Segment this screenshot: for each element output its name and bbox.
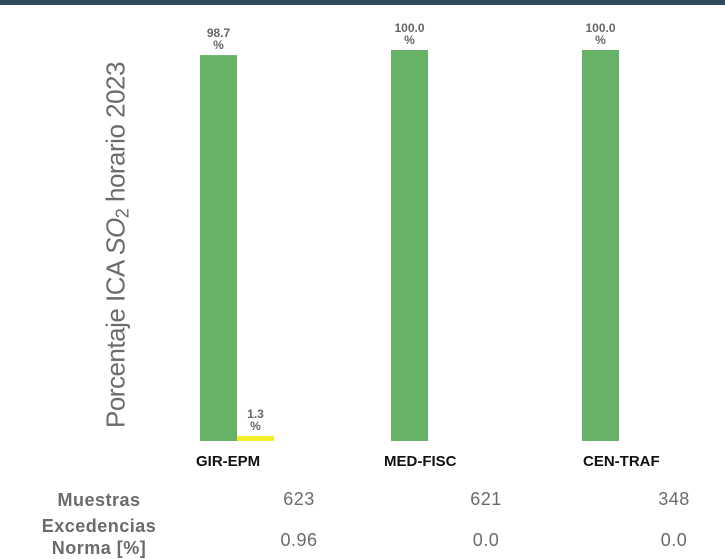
y-axis-label: Porcentaje ICA SO2 horario 2023 bbox=[100, 62, 133, 428]
category-label: MED-FISC bbox=[384, 453, 457, 470]
table-cell: 623 bbox=[283, 489, 315, 509]
top-border-line bbox=[0, 0, 725, 5]
data-label: 98.7% bbox=[207, 26, 231, 52]
table-cell: 0.0 bbox=[472, 530, 500, 550]
category-label: GIR-EPM bbox=[196, 453, 261, 470]
table-cell: 0.0 bbox=[660, 530, 688, 550]
category-label: CEN-TRAF bbox=[583, 453, 660, 470]
bar bbox=[200, 55, 237, 441]
data-label: 100.0% bbox=[585, 21, 615, 47]
table-cell: 0.96 bbox=[280, 530, 318, 550]
data-label: 1.3% bbox=[247, 407, 264, 433]
table-cell: 348 bbox=[658, 489, 690, 509]
bar bbox=[237, 435, 274, 441]
table-row-label-muestras: Muestras bbox=[57, 490, 141, 510]
data-label: 100.0% bbox=[394, 21, 424, 47]
table-row-label-excedencias: Excedencias Norma [%] bbox=[41, 516, 157, 558]
bar bbox=[582, 50, 619, 441]
bar bbox=[391, 50, 428, 441]
bar-chart: 98.7 % 100.0 % 100.0 % 1.3% bbox=[200, 21, 619, 441]
table-cell: 621 bbox=[470, 489, 502, 509]
